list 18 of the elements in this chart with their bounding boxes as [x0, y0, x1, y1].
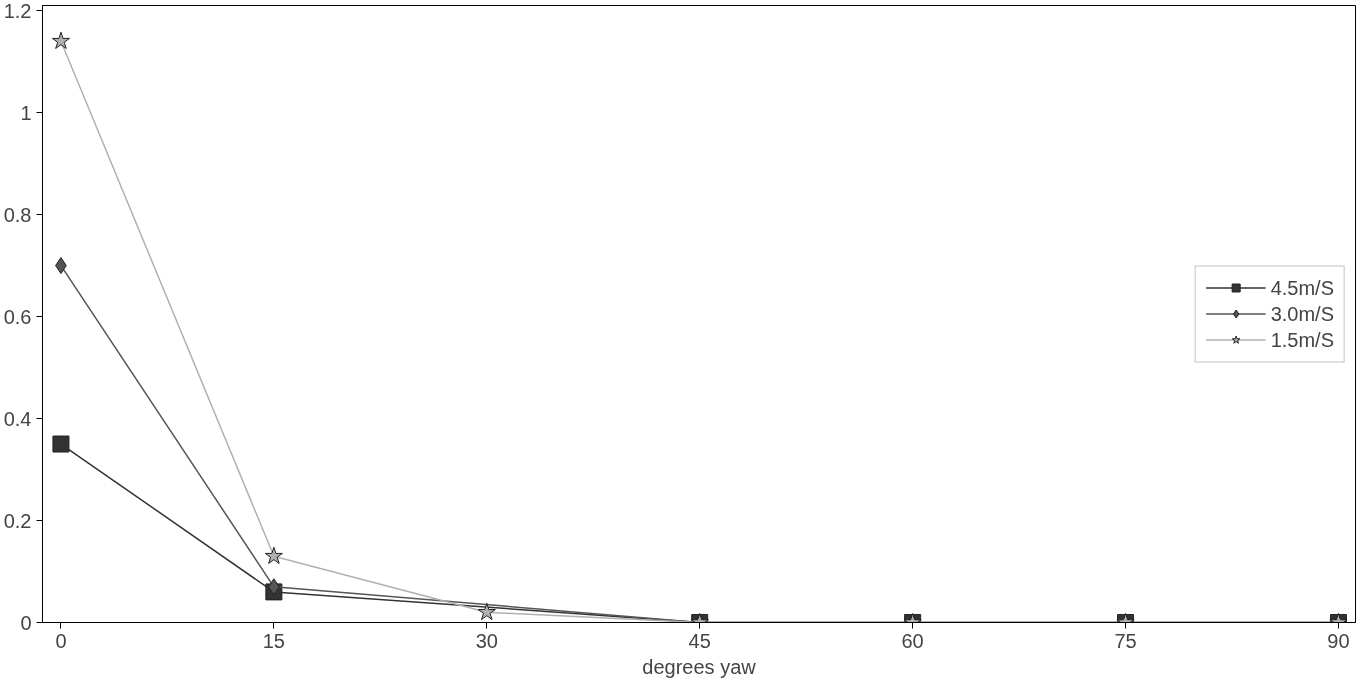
y-tick-label: 1.2 — [3, 0, 32, 22]
y-tick-label: 0.6 — [3, 305, 32, 328]
x-tick-label: 45 — [688, 629, 711, 652]
y-tick-label: 0.2 — [3, 509, 32, 532]
legend-label: 4.5m/S — [1270, 276, 1334, 299]
x-tick-label: 90 — [1327, 629, 1350, 652]
y-tick-label: 0.4 — [3, 407, 32, 430]
legend-label: 3.0m/S — [1270, 302, 1334, 325]
x-axis-title: degrees yaw — [642, 655, 757, 678]
y-tick-label: 0.8 — [3, 203, 32, 226]
y-tick-label: 1 — [20, 101, 32, 124]
x-tick-label: 15 — [262, 629, 285, 652]
x-tick-label: 0 — [55, 629, 67, 652]
x-tick-label: 75 — [1114, 629, 1137, 652]
x-tick-label: 60 — [901, 629, 924, 652]
x-tick-label: 30 — [475, 629, 498, 652]
y-tick-label: 0 — [20, 611, 32, 634]
legend-label: 1.5m/S — [1270, 328, 1334, 351]
